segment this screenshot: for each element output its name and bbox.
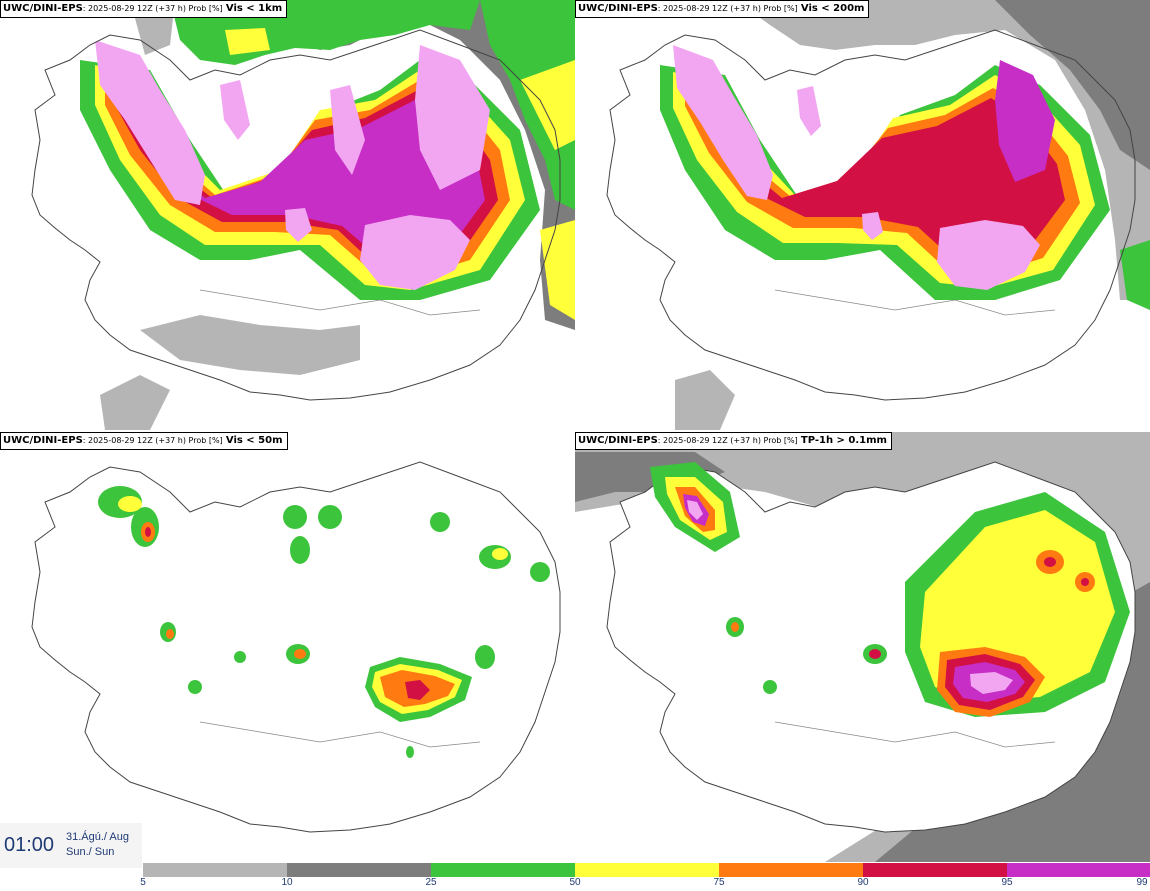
fog-area: [283, 505, 307, 529]
fog-area: [360, 215, 470, 290]
fog-area: [234, 651, 246, 663]
coastline: [31, 29, 561, 401]
fog-area: [995, 0, 1150, 170]
fog-area: [225, 28, 270, 55]
legend-tick-label: 95: [1001, 877, 1013, 888]
map-panel-vis-200m: UWC/DINI-EPS: 2025-08-29 12Z (+37 h) Pro…: [575, 0, 1150, 430]
legend-tick-label: 5: [140, 877, 146, 888]
model-name: UWC/DINI-EPS: [578, 435, 658, 446]
coastline: [606, 29, 1136, 401]
run-info: : 2025-08-29 12Z (+37 h) Prob [%]: [82, 436, 223, 445]
legend-tick-label: 25: [425, 877, 437, 888]
map-panel-vis-1km: UWC/DINI-EPS: 2025-08-29 12Z (+37 h) Pro…: [0, 0, 575, 430]
fog-area: [330, 85, 365, 175]
fog-area: [995, 60, 1055, 182]
fog-area: [673, 45, 773, 200]
coastline: [774, 721, 1056, 748]
model-name: UWC/DINI-EPS: [578, 3, 658, 14]
fog-area: [145, 527, 151, 537]
color-legend: 5 10 25 50 75 90 95 99: [0, 863, 1150, 891]
legend-swatch: [431, 863, 575, 877]
map-panel-precip: UWC/DINI-EPS: 2025-08-29 12Z (+37 h) Pro…: [575, 432, 1150, 862]
valid-time: 01:00: [4, 834, 55, 856]
model-name: UWC/DINI-EPS: [3, 435, 83, 446]
precip-area: [970, 672, 1013, 694]
coastline: [199, 721, 481, 748]
coastline: [199, 289, 481, 316]
legend-swatch: [287, 863, 431, 877]
precip-area: [731, 622, 739, 632]
legend-tick-label: 75: [713, 877, 725, 888]
fog-area: [520, 60, 575, 150]
probability-map: [31, 0, 575, 430]
legend-tick-label: 90: [857, 877, 869, 888]
probability-map: [575, 432, 1150, 862]
fog-area: [95, 40, 205, 205]
fog-area: [290, 536, 310, 564]
legend-swatch: [575, 863, 719, 877]
valid-date: 31.Ágú./ Aug: [66, 831, 129, 843]
valid-time-box: 01:00 31.Ágú./ Aug Sun./ Sun: [0, 823, 142, 868]
legend-swatch: [719, 863, 863, 877]
legend-tick-label: 99: [1136, 877, 1148, 888]
run-info: : 2025-08-29 12Z (+37 h) Prob [%]: [82, 4, 223, 13]
probability-map: [606, 0, 1150, 430]
fog-area: [188, 680, 202, 694]
fog-area: [1120, 240, 1150, 310]
legend-tick-label: 10: [281, 877, 293, 888]
legend-tick-label: 50: [569, 877, 581, 888]
variable-name: Vis < 1km: [225, 3, 283, 14]
panel-title: UWC/DINI-EPS: 2025-08-29 12Z (+37 h) Pro…: [575, 432, 892, 450]
coastline: [774, 289, 1056, 316]
fog-area: [530, 562, 550, 582]
fog-area: [166, 629, 174, 639]
panel-title: UWC/DINI-EPS: 2025-08-29 12Z (+37 h) Pro…: [575, 0, 870, 18]
fog-area: [937, 220, 1040, 290]
probability-map: [31, 461, 561, 833]
run-info: : 2025-08-29 12Z (+37 h) Prob [%]: [657, 436, 798, 445]
valid-day: Sun./ Sun: [66, 846, 115, 858]
map-panel-vis-50m: UWC/DINI-EPS: 2025-08-29 12Z (+37 h) Pro…: [0, 432, 575, 862]
fog-area: [318, 505, 342, 529]
model-name: UWC/DINI-EPS: [3, 3, 83, 14]
fog-area: [675, 370, 735, 430]
legend-swatch: [1007, 863, 1150, 877]
fog-area: [140, 315, 360, 375]
variable-name: TP-1h > 0.1mm: [800, 435, 887, 446]
fog-area: [415, 45, 490, 190]
run-info: : 2025-08-29 12Z (+37 h) Prob [%]: [657, 4, 798, 13]
legend-swatch: [143, 863, 287, 877]
precip-area: [1081, 578, 1089, 586]
variable-name: Vis < 200m: [800, 3, 865, 14]
fog-area: [100, 375, 170, 430]
fog-area: [406, 746, 414, 758]
precip-area: [869, 649, 881, 659]
fog-area: [430, 512, 450, 532]
fog-area: [118, 496, 142, 512]
fog-area: [480, 0, 575, 210]
fog-area: [294, 649, 306, 659]
fog-area: [475, 645, 495, 669]
panel-title: UWC/DINI-EPS: 2025-08-29 12Z (+37 h) Pro…: [0, 0, 288, 18]
fog-area: [492, 548, 508, 560]
precip-area: [1044, 557, 1056, 567]
panel-title: UWC/DINI-EPS: 2025-08-29 12Z (+37 h) Pro…: [0, 432, 288, 450]
fog-area: [220, 80, 250, 140]
fog-area: [797, 86, 821, 136]
precip-area: [687, 500, 703, 520]
fog-area: [405, 680, 430, 700]
legend-swatch: [863, 863, 1007, 877]
fog-area: [285, 208, 312, 242]
variable-name: Vis < 50m: [225, 435, 283, 446]
fog-area: [540, 220, 575, 320]
fog-area: [862, 212, 883, 240]
precip-area: [763, 680, 777, 694]
